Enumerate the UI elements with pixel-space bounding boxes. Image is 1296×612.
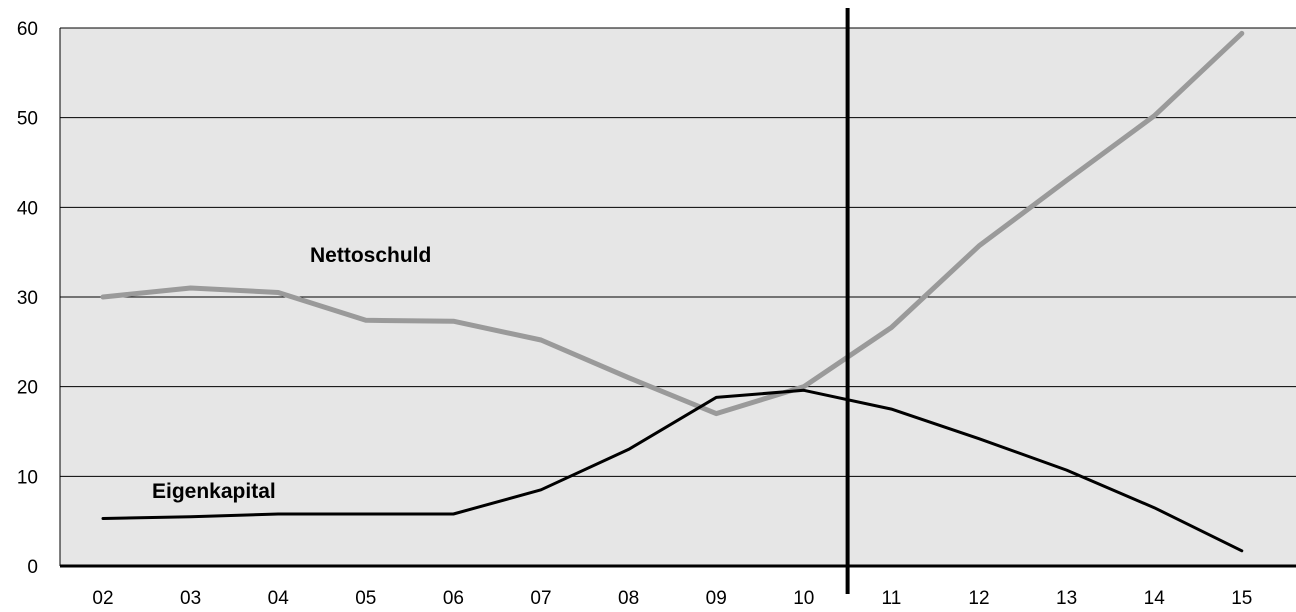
x-axis-ticks: 02 03 04 05 06 07 08 09 10 11 12 13 14 15 bbox=[92, 588, 1252, 609]
x-tick-label: 07 bbox=[530, 588, 551, 609]
x-tick-label: 04 bbox=[268, 588, 290, 609]
x-tick-label: 11 bbox=[882, 588, 902, 609]
x-tick-label: 06 bbox=[443, 588, 464, 609]
x-tick-label: 10 bbox=[793, 588, 814, 609]
y-tick-label: 50 bbox=[17, 109, 38, 130]
x-tick-label: 05 bbox=[355, 588, 376, 609]
x-tick-label: 08 bbox=[618, 588, 639, 609]
y-tick-label: 60 bbox=[17, 19, 38, 40]
grid-lines bbox=[59, 27, 1296, 566]
y-axis-ticks: 0 10 20 30 40 50 60 bbox=[17, 19, 38, 578]
x-tick-label: 02 bbox=[92, 588, 113, 609]
y-tick-label: 40 bbox=[17, 198, 38, 219]
series-line-nettoschuld bbox=[100, 30, 1245, 417]
series-lines bbox=[100, 30, 1245, 553]
x-tick-label: 15 bbox=[1231, 588, 1252, 609]
y-tick-label: 30 bbox=[17, 288, 38, 309]
x-tick-label: 03 bbox=[180, 588, 201, 609]
series-label-eigenkapital: Eigenkapital bbox=[152, 480, 276, 503]
x-tick-label: 09 bbox=[706, 588, 727, 609]
series-line-eigenkapital bbox=[101, 388, 1244, 553]
series-label-nettoschuld: Nettoschuld bbox=[310, 244, 431, 267]
x-tick-label: 12 bbox=[968, 588, 989, 609]
y-tick-label: 10 bbox=[17, 467, 38, 488]
y-tick-label: 20 bbox=[17, 378, 38, 399]
x-tick-label: 14 bbox=[1144, 588, 1166, 609]
x-tick-label: 13 bbox=[1056, 588, 1077, 609]
y-tick-label: 0 bbox=[27, 557, 38, 578]
